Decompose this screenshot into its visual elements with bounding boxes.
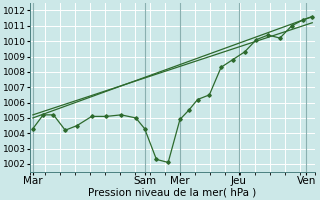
X-axis label: Pression niveau de la mer( hPa ): Pression niveau de la mer( hPa ) bbox=[88, 187, 257, 197]
